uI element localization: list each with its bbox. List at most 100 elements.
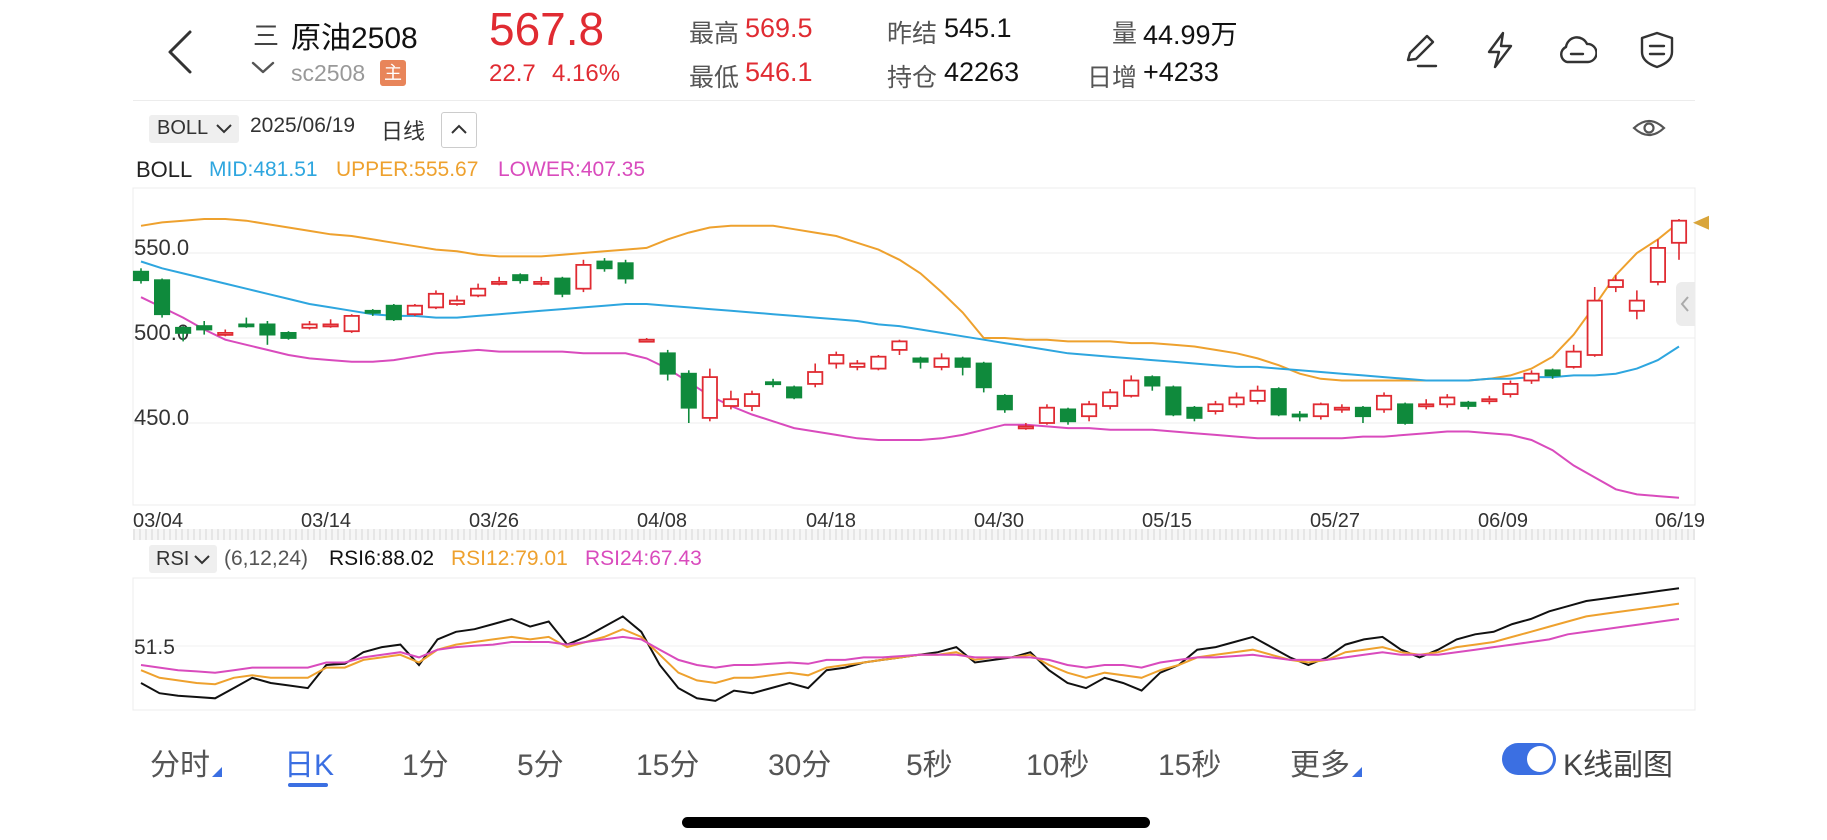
candle-up	[1565, 350, 1582, 368]
x-tick-label: 04/30	[974, 510, 1024, 532]
candle-up	[1102, 391, 1119, 407]
tab-6[interactable]: 5秒	[906, 740, 953, 784]
candle-down	[1460, 401, 1477, 407]
tab-label: 1分	[402, 749, 449, 782]
back-arrow-icon[interactable]	[164, 28, 198, 76]
x-tick-label: 03/04	[133, 510, 183, 532]
rsi12-value: RSI12:79.01	[451, 547, 568, 570]
tab-3[interactable]: 5分	[517, 740, 564, 784]
x-tick-label: 04/08	[637, 510, 687, 532]
shield-icon[interactable]	[1637, 30, 1677, 70]
tab-label: 5秒	[906, 749, 953, 782]
tab-0[interactable]: 分时	[150, 740, 222, 784]
candle-up	[849, 362, 866, 368]
candle-up	[1249, 389, 1266, 402]
tab-label: 15分	[636, 749, 700, 782]
candle-down	[280, 331, 297, 339]
prev-settle-label: 昨结	[887, 20, 938, 48]
candle-up	[933, 357, 950, 368]
candle-up	[1418, 403, 1435, 408]
candle-up	[1523, 372, 1540, 382]
candle-up	[1312, 403, 1329, 418]
tab-7[interactable]: 10秒	[1026, 740, 1089, 784]
daily-change-label: 日增	[1087, 64, 1138, 92]
tab-1[interactable]: 日K	[284, 740, 334, 784]
chevron-down-icon	[216, 124, 232, 134]
candle-down	[680, 372, 697, 409]
candle-up	[448, 299, 466, 305]
candle-up	[470, 287, 487, 297]
candle-up	[217, 331, 234, 336]
candle-up	[722, 398, 739, 407]
x-tick-label: 03/14	[301, 510, 351, 532]
candle-up	[807, 371, 824, 385]
daily-change-value: +4233	[1143, 57, 1219, 87]
rsi6-line	[140, 587, 1680, 702]
tab-label: 日K	[284, 749, 335, 782]
rsi-frame	[132, 577, 1696, 711]
tab-2[interactable]: 1分	[402, 740, 449, 784]
candle-down	[512, 274, 529, 282]
main-contract-badge: 主	[380, 60, 406, 86]
header-divider	[133, 100, 1695, 101]
x-tick-label: 05/27	[1310, 510, 1360, 532]
sub-chart-label: K线副图	[1563, 749, 1674, 782]
candle-down	[786, 386, 803, 399]
tab-label: 15秒	[1158, 749, 1222, 782]
candle-up	[301, 323, 318, 329]
high-value: 569.5	[745, 13, 813, 43]
cloud-icon[interactable]	[1557, 30, 1597, 70]
last-price: 567.8	[489, 3, 605, 55]
contract-title[interactable]: 原油2508	[291, 22, 418, 55]
price-change-pct: 4.16%	[552, 60, 621, 87]
open-interest-label: 持仓	[887, 64, 938, 92]
x-tick-label: 05/15	[1142, 510, 1192, 532]
candle-up	[828, 354, 845, 365]
tab-label: 30分	[768, 749, 832, 782]
lightning-icon[interactable]	[1480, 30, 1520, 70]
chart-scroll-track[interactable]	[133, 529, 1695, 540]
chart-side-handle[interactable]	[1676, 282, 1695, 326]
high-label: 最高	[689, 20, 740, 48]
candle-up	[743, 393, 761, 407]
tab-5[interactable]: 30分	[768, 740, 831, 784]
chevron-down-icon[interactable]	[250, 58, 276, 78]
tab-4[interactable]: 15分	[636, 740, 699, 784]
last-price-marker	[1693, 215, 1709, 230]
chevron-left-icon	[1680, 296, 1689, 312]
indicator-dropdown[interactable]: BOLL	[149, 115, 239, 143]
rsi-params: (6,12,24)	[224, 547, 309, 570]
rsi-dropdown[interactable]: RSI	[149, 545, 217, 573]
x-tick-label: 06/09	[1478, 510, 1528, 532]
collapse-button[interactable]	[441, 112, 477, 148]
tab-9[interactable]: 更多	[1290, 740, 1362, 784]
pencil-icon[interactable]	[1400, 30, 1440, 70]
candle-down	[364, 309, 381, 314]
tab-8[interactable]: 15秒	[1158, 740, 1221, 784]
volume-label: 量	[1112, 20, 1138, 48]
candle-up	[1628, 299, 1645, 312]
tab-label: 分时	[150, 749, 210, 782]
candle-up	[1481, 398, 1498, 403]
rsi-chart[interactable]: 51.5	[0, 570, 1827, 720]
toggle-knob	[1527, 746, 1553, 772]
eye-icon[interactable]	[1632, 115, 1666, 141]
candle-up	[1439, 396, 1456, 406]
chevron-up-icon	[451, 124, 467, 134]
candle-down	[659, 352, 676, 375]
candle-down	[132, 270, 150, 282]
boll-legend-name: BOLL	[136, 157, 193, 182]
candle-down	[1186, 406, 1203, 419]
candle-down	[596, 260, 613, 270]
candle-down	[1291, 413, 1308, 418]
candle-down	[196, 325, 213, 331]
candle-up	[1123, 379, 1140, 397]
candle-down	[975, 362, 992, 389]
boll-legend-upper: UPPER:555.67	[336, 158, 479, 181]
menu-corner-icon	[212, 767, 222, 777]
menu-icon[interactable]: 三	[253, 21, 280, 51]
sub-chart-toggle[interactable]	[1502, 743, 1556, 775]
rsi-indicator-label: RSI	[156, 548, 190, 570]
chart-period: 日线	[381, 119, 426, 144]
